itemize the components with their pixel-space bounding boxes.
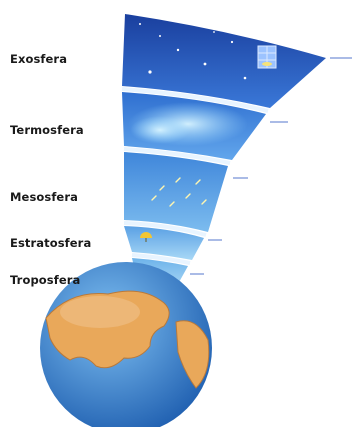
earth-globe: [40, 262, 212, 431]
layer-separator: [121, 87, 269, 113]
land-mass: [45, 290, 170, 369]
layer-label-mesosphere: Mesosfera: [10, 190, 78, 204]
aurora-glow: [130, 116, 190, 144]
mesosphere-band: [124, 152, 228, 232]
layer-separator: [123, 221, 207, 237]
meteor-icons: [151, 177, 207, 207]
layer-label-exosphere: Exosfera: [10, 52, 68, 66]
balloon-icon: [140, 232, 152, 242]
layer-label-troposphere: Troposfera: [10, 273, 81, 287]
layer-separator: [131, 253, 191, 265]
exosphere-band: [122, 14, 326, 108]
satellite-icon: [257, 45, 277, 69]
star-icons: [139, 23, 247, 80]
altitude-markers: [190, 57, 352, 275]
land-mass: [175, 320, 210, 389]
layer-label-stratosphere: Estratosfera: [10, 236, 92, 250]
layer-label-thermosphere: Termosfera: [10, 123, 84, 137]
layer-separator: [123, 147, 231, 165]
